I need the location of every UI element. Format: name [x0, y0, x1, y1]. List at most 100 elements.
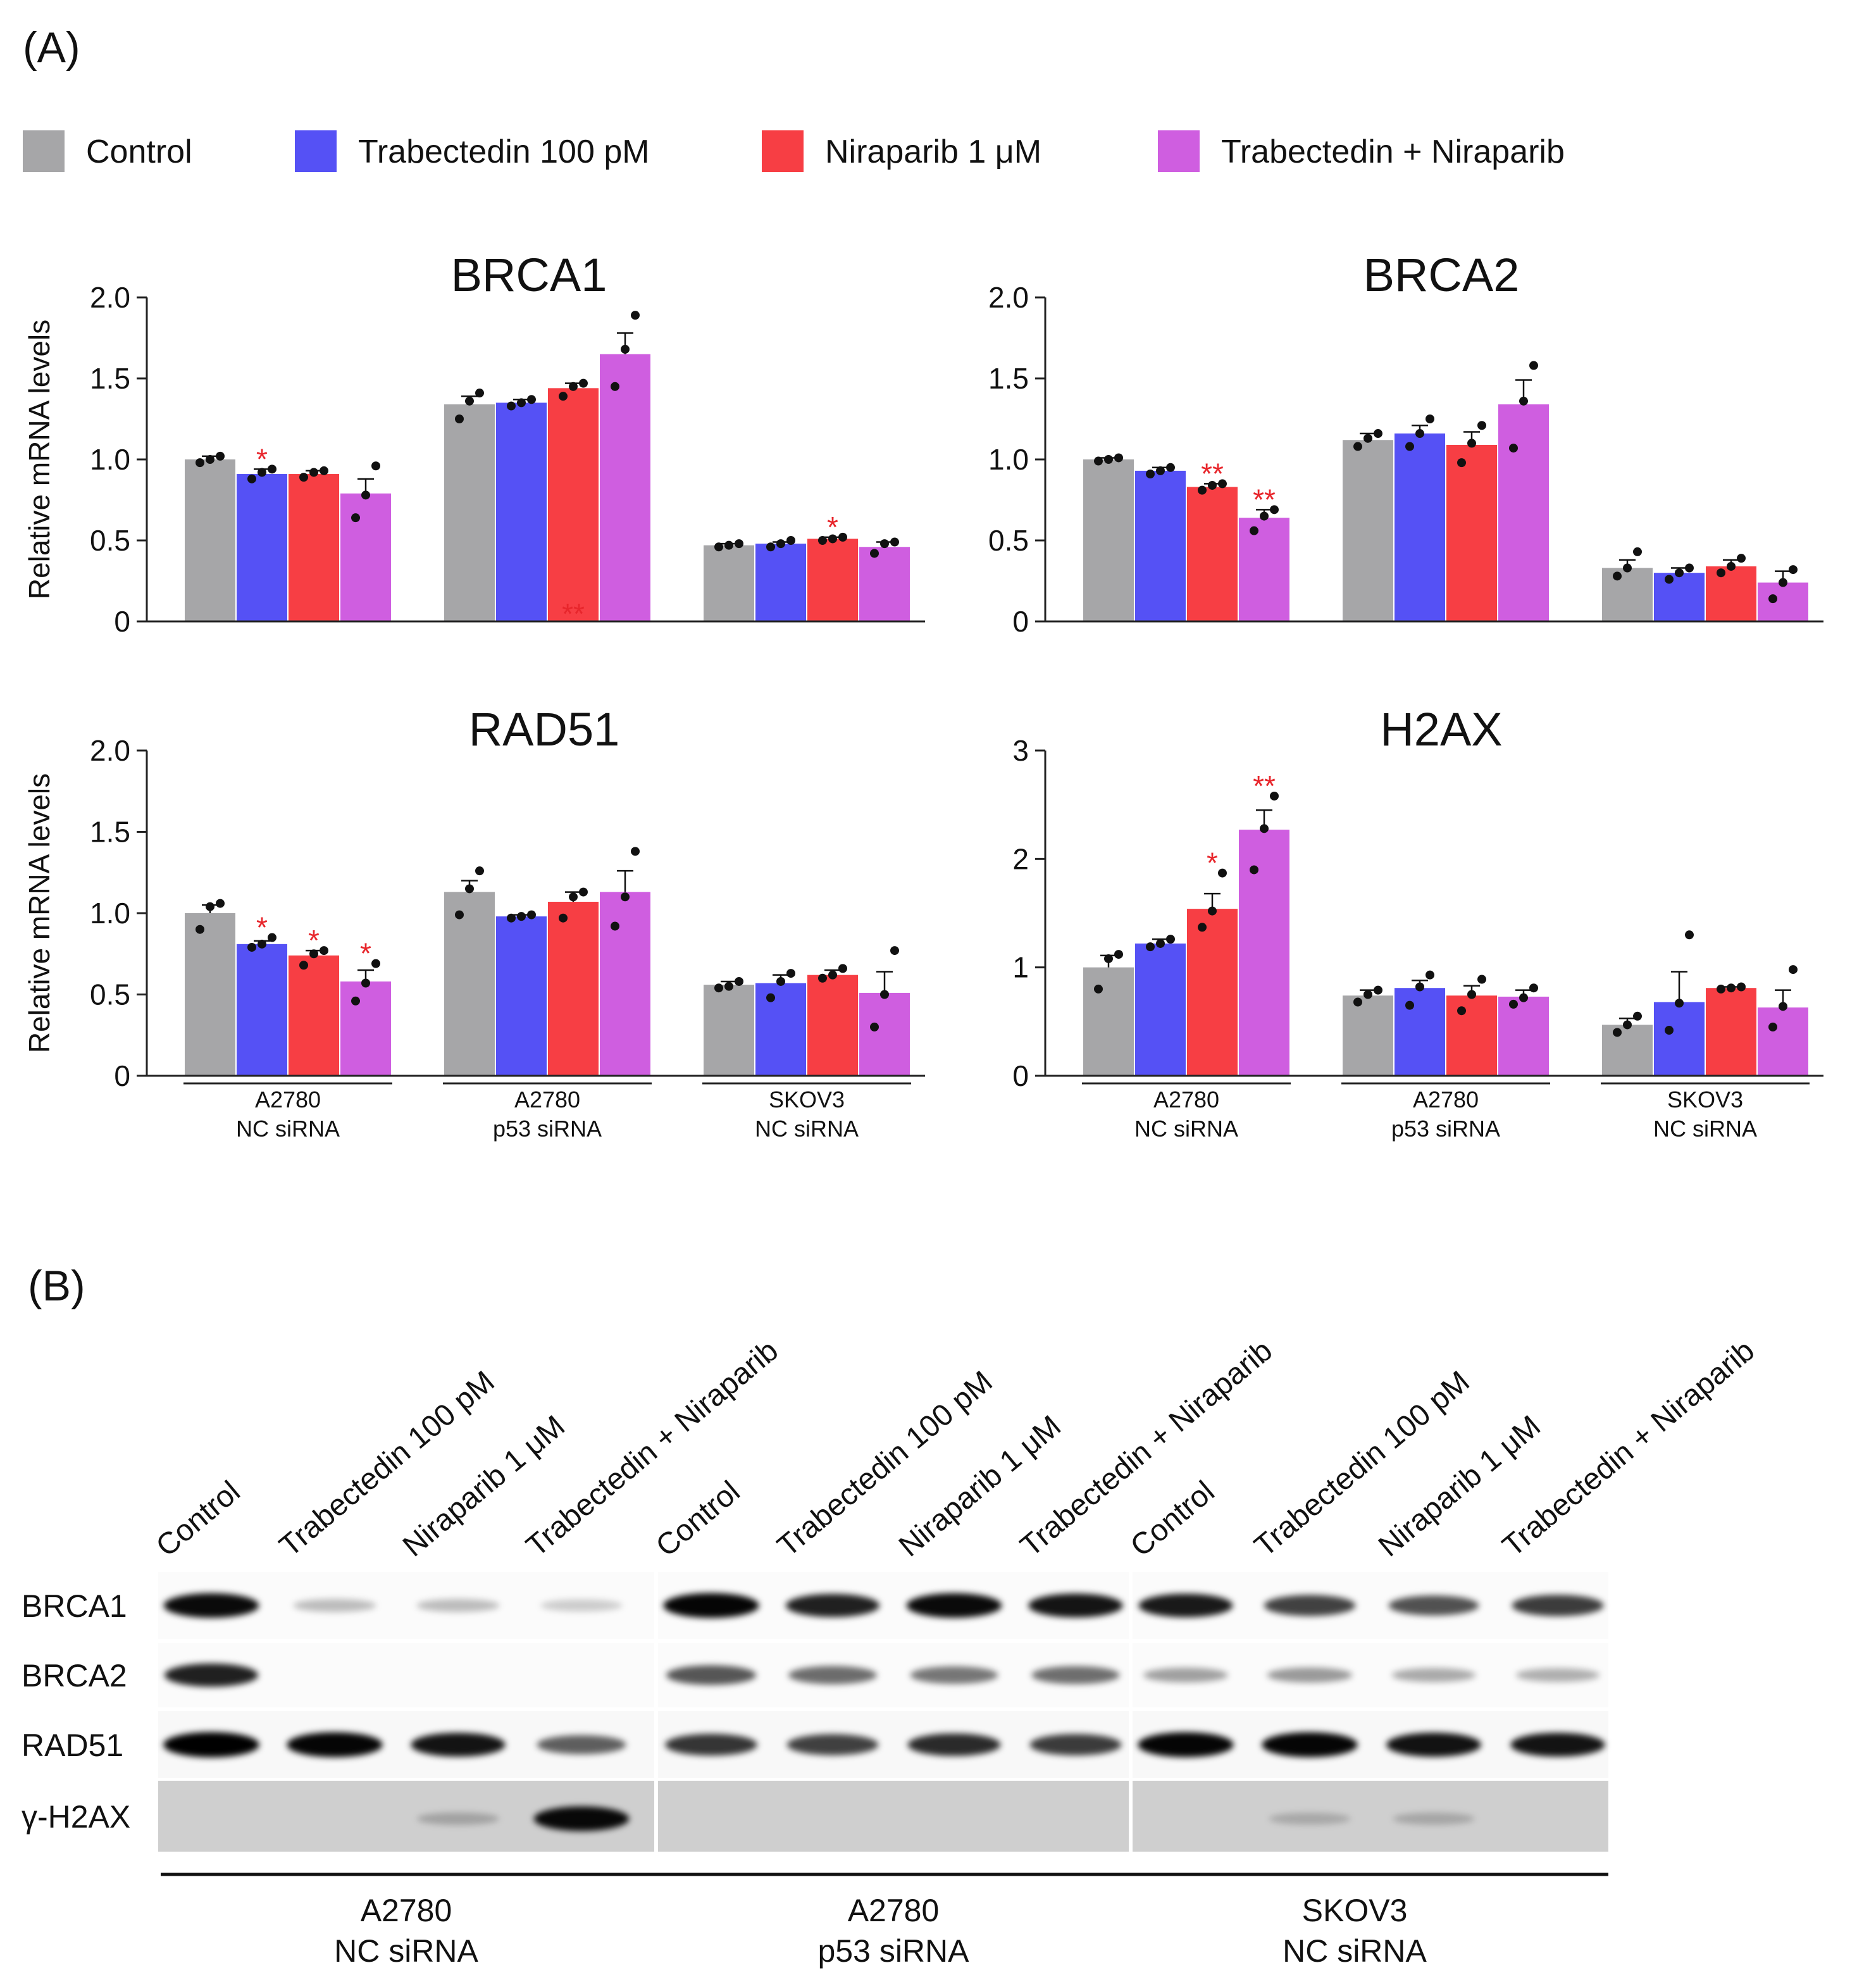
data-point: [1374, 429, 1382, 439]
y-tick-label: 0.5: [90, 524, 130, 557]
blot-band: [1264, 1595, 1356, 1616]
data-point: [1675, 999, 1684, 1008]
significance-marker: *: [827, 511, 838, 544]
data-point: [870, 1022, 879, 1032]
lane-label: Control: [1124, 1474, 1221, 1563]
chart-title: RAD51: [469, 703, 620, 756]
y-tick-label: 0: [1012, 1059, 1029, 1092]
group-label-line1: SKOV3: [1667, 1087, 1743, 1113]
data-point: [1685, 930, 1694, 940]
data-point: [1665, 1026, 1674, 1035]
y-axis-label: Relative mRNA levels: [23, 320, 56, 599]
data-point: [351, 996, 360, 1006]
y-tick-label: 0: [114, 605, 130, 638]
bar: [1239, 518, 1289, 621]
data-point: [818, 536, 827, 545]
bar: [289, 955, 339, 1076]
blot-band: [1262, 1732, 1358, 1757]
data-point: [1467, 439, 1476, 448]
bar: [340, 981, 391, 1076]
blot-band: [1138, 1593, 1233, 1617]
bar: [704, 545, 754, 621]
data-point: [786, 969, 795, 978]
data-point: [1685, 563, 1694, 573]
data-point: [309, 468, 318, 477]
legend-swatch: [1158, 130, 1200, 172]
group-label-line1: A2780: [255, 1087, 321, 1113]
data-point: [1789, 965, 1798, 975]
data-point: [1529, 983, 1538, 993]
data-point: [1146, 942, 1155, 952]
data-point: [1156, 466, 1165, 475]
data-point: [1768, 1022, 1777, 1032]
bar: [600, 354, 650, 621]
y-tick-label: 1.0: [90, 897, 130, 930]
data-point: [309, 949, 318, 959]
data-point: [1405, 1000, 1414, 1010]
y-tick-label: 2.0: [90, 734, 130, 767]
data-point: [371, 461, 380, 471]
data-point: [838, 964, 847, 973]
data-point: [569, 382, 578, 391]
bar: [1083, 967, 1134, 1076]
bar: [444, 404, 495, 621]
blot-row-γ-h2ax: γ-H2AX: [22, 1781, 1608, 1852]
lane-label: Trabectedin + Niraparib: [520, 1334, 785, 1564]
data-point: [1727, 561, 1736, 571]
data-point: [1114, 453, 1123, 463]
data-point: [611, 382, 619, 391]
group-label-line2: NC siRNA: [1134, 1116, 1238, 1142]
data-point: [1353, 997, 1362, 1007]
blot-band: [537, 1735, 626, 1755]
bar: [1239, 830, 1289, 1076]
group-label-line2: NC siRNA: [755, 1116, 859, 1142]
bar: [1446, 995, 1497, 1076]
data-point: [1198, 923, 1207, 932]
bar: [1654, 573, 1705, 621]
lane-label: Trabectedin + Niraparib: [1496, 1334, 1761, 1564]
data-point: [1094, 984, 1103, 994]
data-point: [1156, 938, 1165, 948]
data-point: [1727, 983, 1736, 993]
bar: [1083, 459, 1134, 621]
group-label-line1: A2780: [514, 1087, 580, 1113]
data-point: [579, 887, 588, 897]
blot-band: [1031, 1666, 1120, 1685]
data-point: [621, 892, 630, 902]
bar: [755, 983, 806, 1076]
legend-swatch: [762, 130, 804, 172]
y-axis-label: Relative mRNA levels: [23, 773, 56, 1053]
group-label-line2: p53 siRNA: [1391, 1116, 1500, 1142]
y-tick-label: 2.0: [90, 281, 130, 314]
data-point: [475, 389, 484, 398]
y-tick-label: 0.5: [90, 978, 130, 1011]
blot-band: [1029, 1734, 1122, 1755]
legend: Control Trabectedin 100 pM Niraparib 1 μM T…: [23, 130, 1565, 172]
data-point: [268, 933, 276, 942]
data-point: [1633, 1011, 1642, 1021]
data-point: [579, 378, 588, 388]
data-point: [351, 513, 360, 523]
data-point: [299, 473, 308, 482]
data-point: [216, 899, 225, 908]
data-point: [1208, 480, 1217, 490]
data-point: [1768, 594, 1777, 604]
y-tick-label: 1.0: [90, 443, 130, 476]
chart-rad51: RAD51 0 0.5 1.0 1.5 2.0 Relative mRNA levels * *…: [23, 703, 925, 1142]
blot-group-label-line2: NC siRNA: [334, 1933, 478, 1969]
data-point: [247, 942, 256, 952]
bar: [548, 388, 599, 621]
blot-band: [1391, 1667, 1476, 1683]
blot-band: [416, 1599, 500, 1612]
data-point: [631, 847, 640, 856]
data-point: [361, 978, 370, 988]
panel-b-label: (B): [28, 1262, 85, 1310]
lane-label: Control: [650, 1474, 747, 1563]
y-tick-label: 2: [1012, 842, 1029, 875]
data-point: [455, 414, 464, 423]
data-point: [320, 946, 328, 956]
data-point: [1374, 985, 1382, 995]
bar: [1758, 582, 1808, 621]
blot-band: [163, 1593, 259, 1618]
